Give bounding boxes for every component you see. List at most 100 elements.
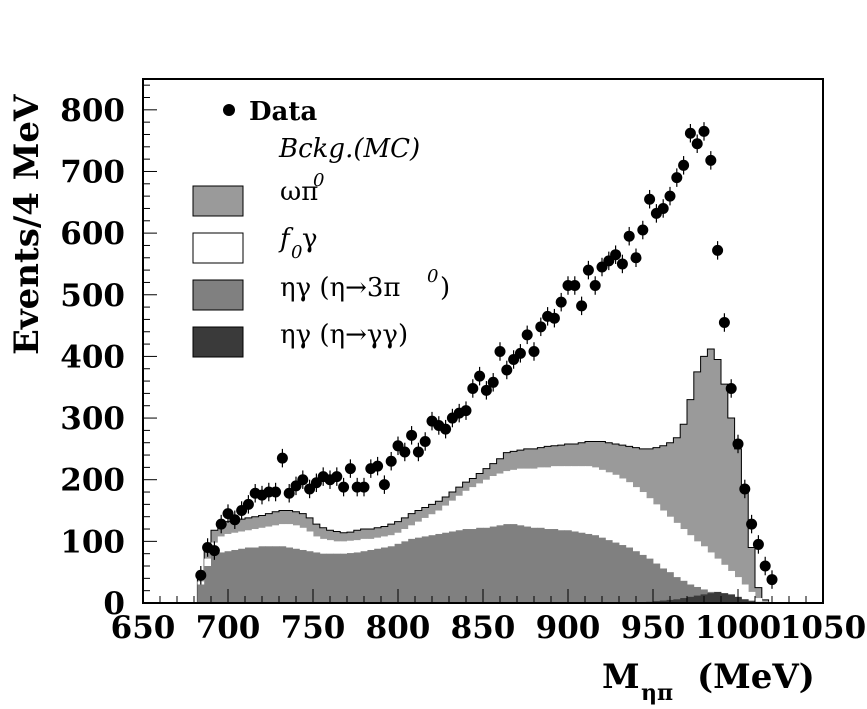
eta3-bin bbox=[313, 552, 321, 603]
etagg-bin bbox=[693, 595, 701, 603]
data-point bbox=[385, 455, 397, 467]
etagg-bin bbox=[687, 596, 695, 603]
f0-bin bbox=[673, 522, 681, 603]
eta3-bin bbox=[693, 586, 701, 603]
eta3-bin bbox=[496, 525, 504, 603]
data-point bbox=[718, 317, 730, 329]
data-point bbox=[440, 423, 452, 435]
omega-bin bbox=[707, 349, 715, 603]
omega-bin bbox=[680, 424, 688, 603]
omega-bin bbox=[687, 399, 695, 603]
eta3-bin bbox=[605, 540, 613, 603]
f0-bin bbox=[659, 510, 667, 603]
eta3-bin bbox=[639, 554, 647, 603]
f0-bin bbox=[680, 529, 688, 603]
eta3-bin bbox=[360, 551, 368, 603]
f0-bin bbox=[721, 564, 729, 603]
eta3-bin bbox=[211, 554, 219, 603]
x-tick-label: 750 bbox=[281, 610, 346, 646]
f0-bin bbox=[598, 469, 606, 603]
eta3-bin bbox=[428, 535, 436, 603]
eta3-bin bbox=[217, 552, 225, 603]
data-point bbox=[657, 202, 669, 214]
data-point bbox=[637, 224, 649, 236]
eta3-bin bbox=[374, 548, 382, 603]
eta3-bin bbox=[279, 546, 287, 603]
data-point bbox=[494, 345, 506, 357]
eta3-bin bbox=[435, 533, 443, 603]
eta3-bin bbox=[489, 526, 497, 603]
data-point bbox=[684, 127, 696, 139]
eta3-bin bbox=[680, 580, 688, 603]
eta3-bin bbox=[666, 572, 674, 603]
data-point bbox=[678, 159, 690, 171]
eta3-bin bbox=[381, 547, 389, 603]
eta3-bin bbox=[530, 527, 538, 603]
data-point bbox=[732, 438, 744, 450]
eta3-bin bbox=[326, 553, 334, 603]
data-point bbox=[664, 190, 676, 202]
eta3-bin bbox=[347, 553, 355, 603]
eta3-bin bbox=[340, 553, 348, 603]
f0-bin bbox=[653, 504, 661, 603]
y-tick-label: 100 bbox=[60, 524, 125, 560]
data-point bbox=[616, 258, 628, 270]
eta3-bin bbox=[619, 545, 627, 603]
eta3-bin bbox=[551, 529, 559, 603]
eta3-bin bbox=[449, 531, 457, 603]
data-point bbox=[467, 382, 479, 394]
omega-bin bbox=[761, 599, 769, 603]
y-tick-label: 600 bbox=[60, 216, 125, 252]
data-point bbox=[338, 481, 350, 493]
data-point bbox=[208, 545, 220, 557]
omega-bin bbox=[734, 448, 742, 603]
y-axis-ticks: 0 100 200 300 400 500 600 700 800 bbox=[60, 84, 157, 622]
eta3-bin bbox=[333, 553, 341, 603]
omega-bin bbox=[714, 359, 722, 603]
data-point bbox=[548, 312, 560, 324]
eta3-bin bbox=[367, 549, 375, 603]
data-point bbox=[576, 300, 588, 312]
eta3-bin bbox=[197, 584, 205, 603]
omega-bin bbox=[741, 492, 749, 603]
y-tick-label: 700 bbox=[60, 154, 125, 190]
data-point bbox=[528, 345, 540, 357]
data-point bbox=[555, 296, 567, 308]
f0-bin bbox=[700, 546, 708, 603]
legend-omega-sup: 0 bbox=[313, 170, 324, 191]
legend-eta3-label: ηγ (η→3π 0 ) bbox=[280, 266, 450, 303]
f0-bin bbox=[612, 474, 620, 603]
data-point bbox=[378, 479, 390, 491]
eta3-bin bbox=[517, 525, 525, 603]
f0-bin bbox=[646, 498, 654, 603]
eta3-bin bbox=[653, 563, 661, 603]
data-point bbox=[344, 463, 356, 475]
data-point bbox=[242, 498, 254, 510]
etagg-bin bbox=[673, 599, 681, 603]
f0-bin bbox=[714, 558, 722, 603]
data-point bbox=[514, 347, 526, 359]
data-point bbox=[521, 329, 533, 341]
etagg-bin bbox=[707, 593, 715, 603]
y-tick-label: 500 bbox=[60, 278, 125, 314]
eta3-bin bbox=[306, 551, 314, 603]
omega-bin bbox=[673, 437, 681, 603]
legend-eta3-suffix: ) bbox=[440, 273, 450, 303]
omega-bin bbox=[693, 371, 701, 603]
x-tick-label: 900 bbox=[536, 610, 601, 646]
eta3-bin bbox=[299, 549, 307, 603]
x-axis-title: M ηπ (MeV) bbox=[602, 657, 815, 706]
eta3-bin bbox=[523, 526, 531, 603]
data-point bbox=[582, 264, 594, 276]
eta3-bin bbox=[272, 546, 280, 603]
omega-bin bbox=[748, 547, 756, 603]
eta3-bin bbox=[394, 543, 402, 603]
legend-data-marker bbox=[223, 104, 235, 116]
y-tick-label: 300 bbox=[60, 401, 125, 437]
legend-eta3-sup: 0 bbox=[427, 266, 438, 287]
data-point bbox=[739, 483, 751, 495]
f0-bin bbox=[707, 552, 715, 603]
f0-bin bbox=[755, 598, 763, 603]
legend-omega-text: ωπ bbox=[280, 177, 318, 207]
